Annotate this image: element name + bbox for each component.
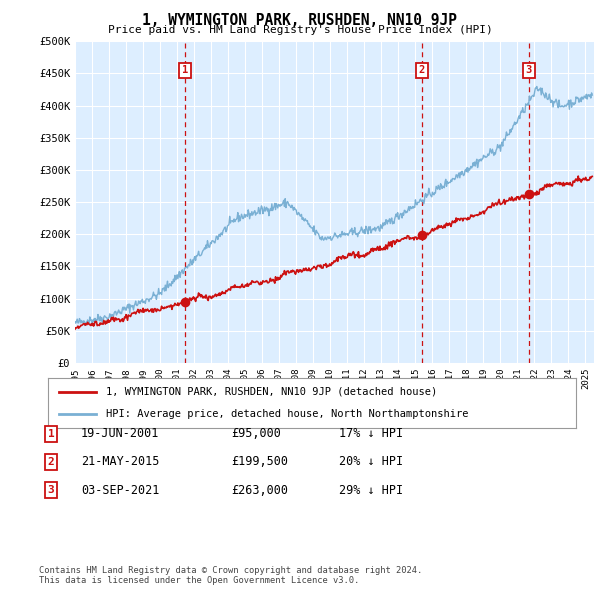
Text: 1: 1 [182, 65, 188, 76]
Text: Contains HM Land Registry data © Crown copyright and database right 2024.
This d: Contains HM Land Registry data © Crown c… [39, 566, 422, 585]
Text: £95,000: £95,000 [231, 427, 281, 440]
Text: £199,500: £199,500 [231, 455, 288, 468]
Text: 29% ↓ HPI: 29% ↓ HPI [339, 484, 403, 497]
Text: £263,000: £263,000 [231, 484, 288, 497]
Text: 3: 3 [526, 65, 532, 76]
Text: 1, WYMINGTON PARK, RUSHDEN, NN10 9JP: 1, WYMINGTON PARK, RUSHDEN, NN10 9JP [143, 13, 458, 28]
Text: 03-SEP-2021: 03-SEP-2021 [81, 484, 160, 497]
Text: 21-MAY-2015: 21-MAY-2015 [81, 455, 160, 468]
Text: HPI: Average price, detached house, North Northamptonshire: HPI: Average price, detached house, Nort… [106, 409, 469, 419]
Text: 1: 1 [47, 429, 55, 438]
Text: 20% ↓ HPI: 20% ↓ HPI [339, 455, 403, 468]
Text: 1, WYMINGTON PARK, RUSHDEN, NN10 9JP (detached house): 1, WYMINGTON PARK, RUSHDEN, NN10 9JP (de… [106, 386, 437, 396]
Text: 17% ↓ HPI: 17% ↓ HPI [339, 427, 403, 440]
Text: 2: 2 [47, 457, 55, 467]
Text: 3: 3 [47, 486, 55, 495]
Text: 2: 2 [419, 65, 425, 76]
Text: Price paid vs. HM Land Registry's House Price Index (HPI): Price paid vs. HM Land Registry's House … [107, 25, 493, 35]
Text: 19-JUN-2001: 19-JUN-2001 [81, 427, 160, 440]
